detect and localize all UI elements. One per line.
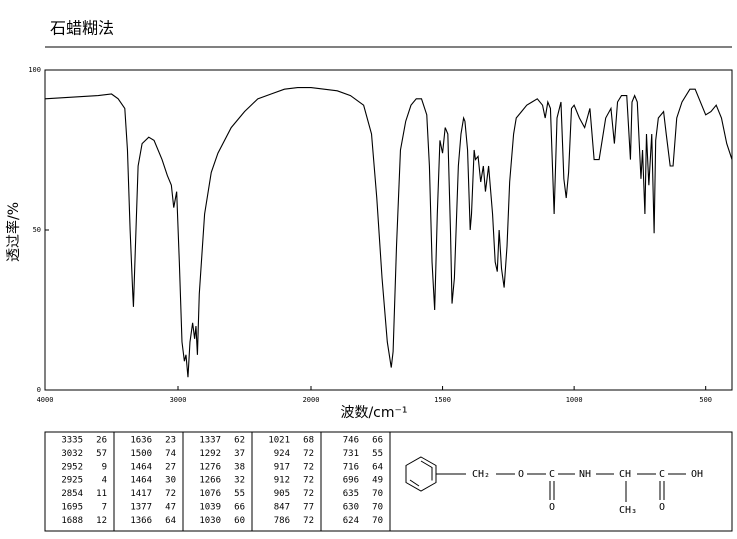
peak-transmittance: 38 [234,462,245,472]
peak-wavenumber: 624 [343,516,359,526]
peak-wavenumber: 917 [274,462,290,472]
peak-transmittance: 37 [234,449,245,459]
peak-transmittance: 7 [102,503,107,513]
peak-transmittance: 66 [234,503,245,513]
peak-transmittance: 62 [234,436,245,446]
peak-transmittance: 57 [96,449,107,459]
structure-label: NH [579,469,591,480]
x-tick-label: 500 [699,396,712,404]
peak-wavenumber: 635 [343,489,359,499]
structure-label: CH₃ [619,505,637,516]
peak-wavenumber: 1636 [130,436,152,446]
peak-transmittance: 72 [303,516,314,526]
x-axis-label: 波数/cm⁻¹ [340,405,407,421]
peak-transmittance: 72 [303,476,314,486]
peak-wavenumber: 731 [343,449,359,459]
structure-label: O [518,469,524,480]
chart-title: 石蜡糊法 [50,19,114,38]
peak-wavenumber: 786 [274,516,290,526]
x-tick-label: 1000 [566,396,583,404]
peak-wavenumber: 2925 [61,476,83,486]
structure-label: C [549,469,555,480]
peak-transmittance: 47 [165,503,176,513]
peak-transmittance: 32 [234,476,245,486]
peak-wavenumber: 746 [343,436,359,446]
peak-wavenumber: 1377 [130,503,152,513]
structure-label: CH₂ [472,469,490,480]
peak-transmittance: 55 [234,489,245,499]
peak-transmittance: 77 [303,503,314,513]
peak-wavenumber: 1464 [130,476,152,486]
peak-transmittance: 26 [96,436,107,446]
structure-bonds [405,456,686,502]
peak-transmittance: 70 [372,489,383,499]
peak-wavenumber: 1500 [130,449,152,459]
peak-wavenumber: 1030 [199,516,221,526]
structure-label: O [549,502,555,513]
peak-wavenumber: 1337 [199,436,221,446]
peak-transmittance: 66 [372,436,383,446]
peak-wavenumber: 1688 [61,516,83,526]
peak-transmittance: 23 [165,436,176,446]
y-axis-label: 透过率/% [5,202,22,262]
peak-wavenumber: 3335 [61,436,83,446]
peak-wavenumber: 1464 [130,462,152,472]
x-tick-label: 4000 [37,396,54,404]
structure-label: OH [691,469,703,480]
peak-wavenumber: 1417 [130,489,152,499]
structure-label: CH [619,469,631,480]
x-tick-label: 2000 [303,396,320,404]
peak-wavenumber: 1266 [199,476,221,486]
peak-wavenumber: 630 [343,503,359,513]
peak-wavenumber: 912 [274,476,290,486]
structure-label: C [659,469,665,480]
x-tick-label: 3000 [170,396,187,404]
peak-transmittance: 68 [303,436,314,446]
structure-label: O [659,502,665,513]
table-frame [44,431,733,532]
peak-transmittance: 70 [372,516,383,526]
peak-transmittance: 72 [303,489,314,499]
plot-frame [44,69,733,391]
peak-wavenumber: 3032 [61,449,83,459]
peak-transmittance: 64 [165,516,176,526]
y-tick-label: 50 [33,226,41,234]
peak-transmittance: 74 [165,449,176,459]
spectrum-line [44,87,733,378]
peak-wavenumber: 1695 [61,503,83,513]
peak-wavenumber: 1039 [199,503,221,513]
peak-transmittance: 64 [372,462,383,472]
peak-wavenumber: 696 [343,476,359,486]
peak-transmittance: 72 [303,449,314,459]
peak-transmittance: 11 [96,489,107,499]
peak-wavenumber: 905 [274,489,290,499]
peak-transmittance: 55 [372,449,383,459]
peak-wavenumber: 2952 [61,462,83,472]
peak-transmittance: 27 [165,462,176,472]
peak-wavenumber: 924 [274,449,290,459]
peak-wavenumber: 1292 [199,449,221,459]
peak-transmittance: 49 [372,476,383,486]
y-tick-label: 100 [28,66,41,74]
peak-wavenumber: 1076 [199,489,221,499]
peak-transmittance: 72 [303,462,314,472]
peak-transmittance: 30 [165,476,176,486]
x-tick-label: 1500 [434,396,451,404]
peak-wavenumber: 2854 [61,489,83,499]
peak-transmittance: 60 [234,516,245,526]
peak-wavenumber: 1021 [268,436,290,446]
peak-transmittance: 12 [96,516,107,526]
peak-transmittance: 4 [102,476,107,486]
peak-wavenumber: 1366 [130,516,152,526]
peak-wavenumber: 847 [274,503,290,513]
peak-transmittance: 72 [165,489,176,499]
y-tick-label: 0 [37,386,41,394]
peak-wavenumber: 1276 [199,462,221,472]
peak-transmittance: 70 [372,503,383,513]
peak-transmittance: 9 [102,462,107,472]
peak-wavenumber: 716 [343,462,359,472]
